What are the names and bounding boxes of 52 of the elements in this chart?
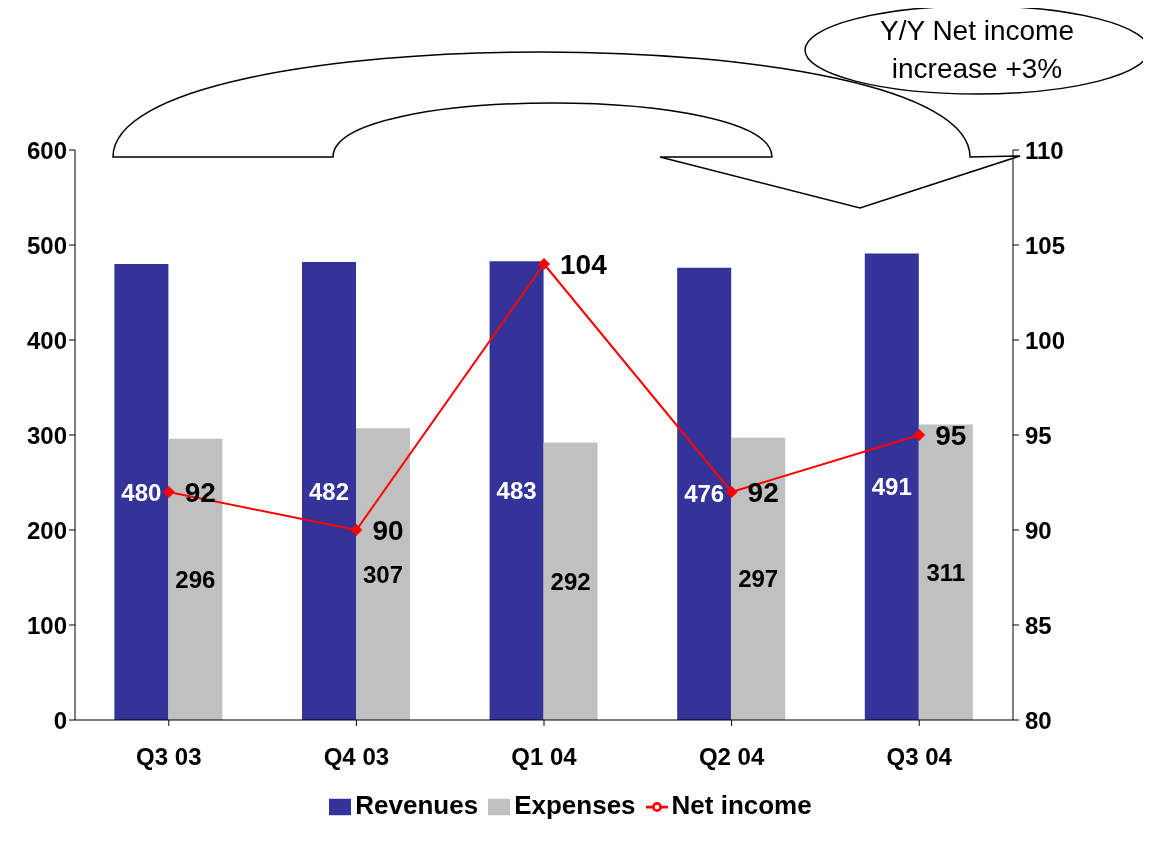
point xyxy=(913,429,926,441)
y2-tick-label: 110 xyxy=(1025,136,1064,164)
y-tick-label: 0 xyxy=(53,706,67,734)
x-tick-label: Q4 03 xyxy=(323,743,390,771)
bar xyxy=(168,438,223,720)
y-tick-label: 400 xyxy=(26,326,67,354)
y-tick-label: 300 xyxy=(26,421,67,449)
point xyxy=(538,258,550,270)
x-tick-label: Q2 04 xyxy=(698,743,765,771)
point xyxy=(350,524,363,536)
x-tick-label: Q3 04 xyxy=(886,743,953,771)
y-tick-label: 600 xyxy=(26,136,67,164)
data-label: 95 xyxy=(935,419,967,451)
data-label: 482 xyxy=(308,477,350,505)
bar xyxy=(489,261,544,720)
legend-label: Revenues xyxy=(355,790,479,820)
point xyxy=(162,486,175,498)
legend-label: Expenses xyxy=(514,790,636,820)
y-tick-label: 500 xyxy=(26,231,67,259)
legend-label: Net income xyxy=(671,790,812,820)
data-label: 292 xyxy=(550,567,591,595)
data-label: 297 xyxy=(738,565,779,593)
point xyxy=(725,486,738,498)
y2-tick-label: 85 xyxy=(1025,611,1052,639)
y2-tick-label: 105 xyxy=(1025,231,1066,259)
data-label: 296 xyxy=(175,565,216,593)
y2-tick-label: 95 xyxy=(1025,421,1052,449)
y2-tick-label: 80 xyxy=(1025,706,1052,734)
bar xyxy=(677,267,732,720)
x-tick-label: Q1 04 xyxy=(511,743,578,771)
text: Y/Y Net income increase +3% xyxy=(879,14,1075,86)
data-label: 92 xyxy=(747,476,779,508)
data-label: 307 xyxy=(362,560,404,588)
bar xyxy=(114,264,169,720)
bar xyxy=(302,262,356,720)
data-label: 104 xyxy=(560,248,608,280)
bar xyxy=(864,253,919,720)
bar xyxy=(731,437,786,720)
y2-tick-label: 90 xyxy=(1025,516,1052,544)
y-tick-label: 100 xyxy=(26,611,67,639)
data-label: 483 xyxy=(496,477,537,505)
bar xyxy=(918,424,973,720)
x-tick-label: Q3 03 xyxy=(136,743,202,771)
data-label: 90 xyxy=(372,514,404,546)
data-label: 311 xyxy=(926,558,966,586)
bar xyxy=(543,442,598,720)
data-label: 480 xyxy=(121,478,162,506)
y2-tick-label: 100 xyxy=(1025,326,1066,354)
data-label: 476 xyxy=(684,480,725,508)
y-tick-label: 200 xyxy=(26,516,67,544)
data-label: 491 xyxy=(871,473,912,501)
bar xyxy=(356,428,410,720)
